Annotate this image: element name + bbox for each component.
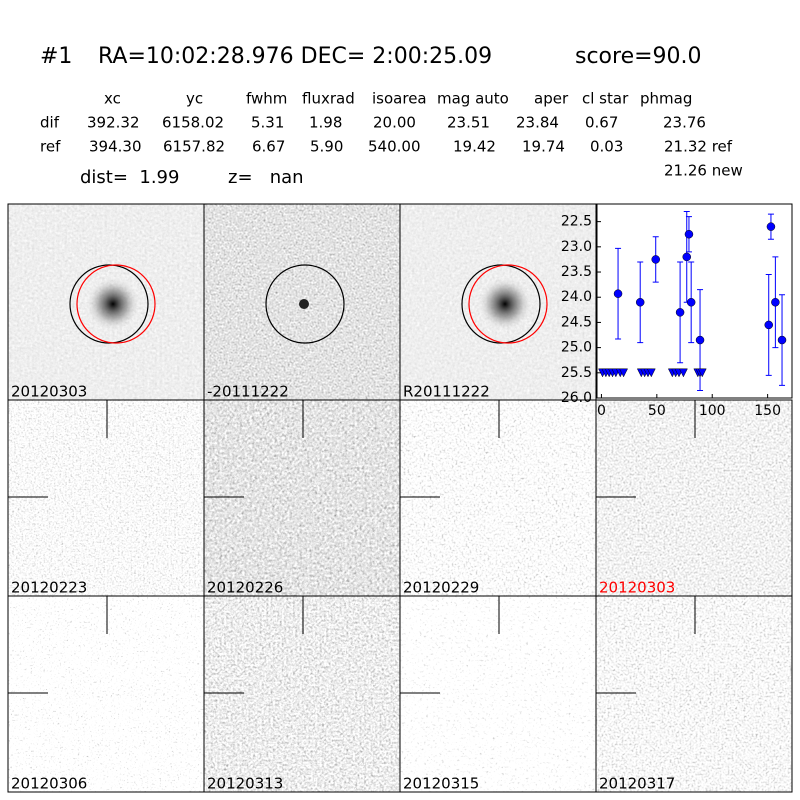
cell: 23.76	[663, 114, 706, 132]
column-header: yc	[186, 90, 203, 108]
point	[682, 252, 691, 262]
point	[613, 289, 623, 298]
panel-label: -20111222	[207, 383, 289, 401]
panels: 20120303 -20111222 R20111222 20120223 201202…	[7, 203, 793, 793]
y-tick-label: 24.5	[561, 314, 592, 330]
point	[651, 255, 660, 264]
source	[477, 276, 533, 332]
y-tick-label: 23.5	[561, 264, 592, 280]
column-header: xc	[104, 90, 121, 108]
y-tick-label: 22.5	[561, 214, 592, 230]
y-tick-label: 23.0	[561, 239, 592, 255]
panel-label: 20120306	[11, 775, 87, 793]
column-header: isoarea	[372, 90, 427, 108]
panel-label: 20120313	[207, 775, 283, 793]
panel-label: 20120223	[11, 579, 87, 597]
cell: 0.03	[590, 138, 623, 156]
x-tick-label: 100	[699, 403, 726, 419]
panel-label: 20120315	[403, 775, 479, 793]
column-header: phmag	[640, 90, 692, 108]
cell: 23.84	[516, 114, 559, 132]
cell: 21.32 ref	[664, 138, 733, 156]
point	[675, 308, 685, 317]
z: z= nan	[228, 167, 304, 188]
row-label: ref	[40, 138, 61, 156]
upper-limit	[619, 368, 628, 378]
column-header: cl star	[582, 90, 629, 108]
panel-label: 20120303	[599, 579, 675, 597]
image-panel	[596, 400, 792, 596]
upper-limit	[697, 368, 707, 378]
cell: 6157.82	[163, 138, 225, 156]
aperture	[265, 264, 345, 344]
y-tick-label: 24.0	[561, 289, 592, 305]
x-tick-label: 150	[754, 403, 781, 419]
cell: 19.42	[453, 138, 496, 156]
point	[771, 298, 780, 307]
cell: 5.90	[310, 138, 343, 156]
image-panel	[8, 400, 204, 596]
cell: 0.67	[585, 114, 618, 132]
image-panel	[204, 400, 400, 596]
panel-label: R20111222	[403, 383, 490, 401]
x-tick-label: 0	[597, 403, 606, 419]
candidate-id: #1	[40, 44, 72, 69]
y-tick-label: 25.0	[561, 340, 592, 356]
y-tick-label: 25.5	[561, 365, 592, 381]
upper-limit	[679, 368, 688, 378]
cell: 6158.02	[162, 114, 224, 132]
point	[777, 335, 787, 345]
image-panel	[204, 596, 400, 792]
point	[764, 320, 773, 330]
row-label: dif	[40, 114, 60, 132]
aperture-ref	[76, 264, 156, 344]
source	[299, 299, 309, 309]
panel-label: 20120303	[11, 383, 87, 401]
y-tick-label: 26.0	[561, 390, 592, 406]
aperture-ref	[468, 264, 548, 344]
phmag-new: 21.26 new	[664, 162, 743, 180]
aperture	[461, 264, 541, 344]
point	[686, 298, 696, 307]
point	[684, 229, 694, 239]
source	[85, 276, 141, 332]
image-panel	[596, 596, 792, 792]
column-header: aper	[534, 90, 569, 108]
cell: 5.31	[251, 114, 284, 132]
cell: 6.67	[252, 138, 285, 156]
column-header: mag auto	[437, 90, 509, 108]
cell: 19.74	[522, 138, 565, 156]
panel-label: 20120317	[599, 775, 675, 793]
point	[766, 222, 776, 231]
image-panel	[400, 400, 596, 596]
panel-label: 20120226	[207, 579, 283, 597]
panel-label: 20120229	[403, 579, 479, 597]
aperture	[69, 264, 149, 344]
coordinates: RA=10:02:28.976 DEC= 2:00:25.09	[98, 44, 492, 69]
cell: 540.00	[368, 138, 421, 156]
cell: 392.32	[87, 114, 140, 132]
light-curve: 22.5 23.0 23.5 24.0 24.5 25.0 25.5 26.0 0 50 100 15…	[561, 203, 793, 419]
dist: dist= 1.99	[80, 167, 179, 188]
column-header: fwhm	[246, 90, 287, 108]
score: score=90.0	[575, 44, 702, 69]
point	[635, 298, 645, 307]
table: xc yc fwhm fluxrad isoarea mag auto aper cl sta…	[40, 90, 733, 156]
x-tick-label: 50	[648, 403, 666, 419]
image-panel	[8, 596, 204, 792]
cell: 23.51	[447, 114, 490, 132]
image-panel	[400, 596, 596, 792]
upper-limit	[646, 368, 656, 378]
point	[695, 335, 705, 345]
panel-frame	[595, 595, 793, 793]
cell: 394.30	[89, 138, 142, 156]
cell: 1.98	[309, 114, 342, 132]
cell: 20.00	[373, 114, 416, 132]
column-header: fluxrad	[302, 90, 355, 108]
